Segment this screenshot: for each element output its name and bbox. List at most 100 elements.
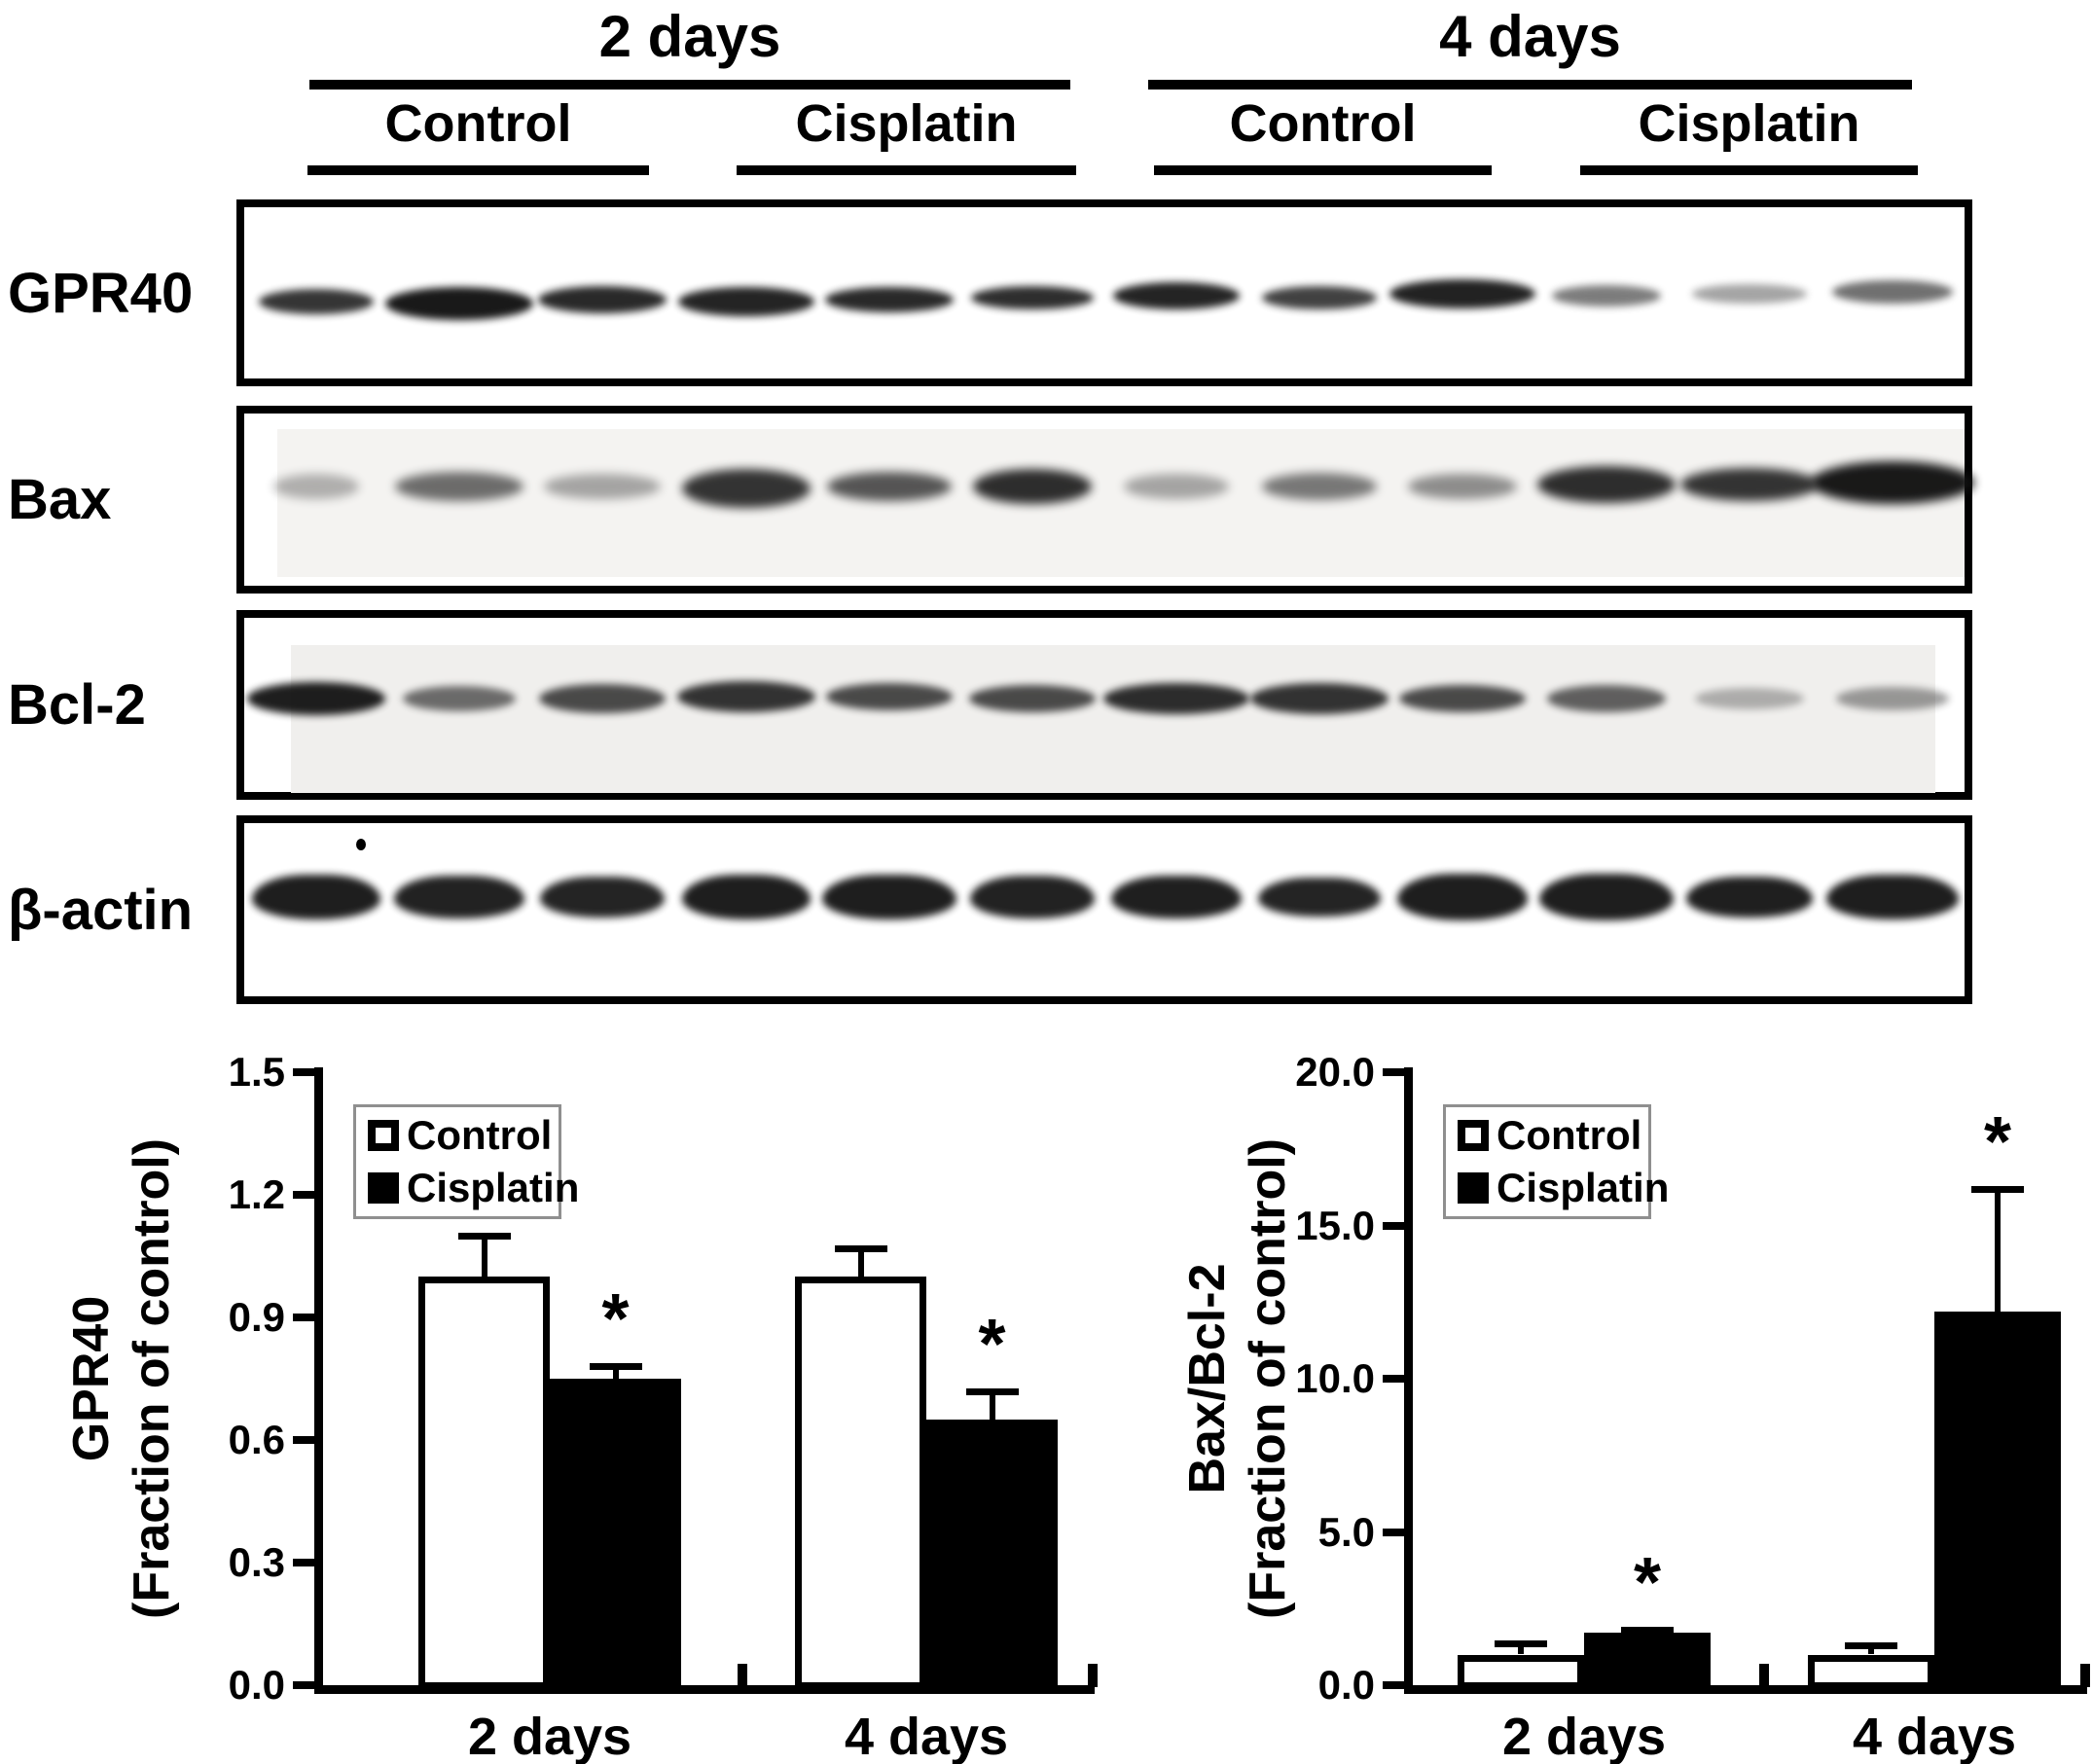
blot-panel-gpr40: [236, 199, 1972, 386]
blot-band: [971, 286, 1095, 309]
blot-band: [1536, 466, 1676, 503]
group-rule-2days: [309, 80, 1070, 90]
blot-band: [1250, 683, 1389, 714]
error-bar-cap: [1621, 1627, 1674, 1635]
x-category-label: 2 days: [1501, 1708, 1667, 1764]
blot-band: [540, 877, 666, 918]
blot-band: [1551, 285, 1661, 306]
left-legend-row-cisplatin: Cisplatin: [368, 1167, 579, 1209]
right-chart-y-axis-label-line1: Bax/Bcl-2: [1179, 1263, 1236, 1494]
blot-panel-bcl2: [236, 610, 1972, 800]
condition-rule-2days-cisplatin: [737, 165, 1076, 175]
condition-rule-4days-control: [1154, 165, 1492, 175]
blot-band: [973, 469, 1093, 504]
left-chart-y-axis: [314, 1067, 323, 1694]
y-tick-mark: [293, 1681, 318, 1689]
blot-band: [258, 289, 374, 314]
error-bar-whisker: [989, 1390, 995, 1420]
blot-film: [291, 645, 1935, 793]
significance-asterisk: *: [1983, 1102, 2012, 1181]
blot-row-label-bax: Bax: [8, 468, 112, 531]
y-tick-label: 1.5: [228, 1049, 285, 1095]
y-tick-label: 0.3: [228, 1539, 285, 1585]
error-bar-cap: [589, 1363, 642, 1371]
left-chart-y-axis-label-line1: GPR40: [63, 1295, 120, 1462]
left-legend-cisplatin-label: Cisplatin: [407, 1165, 580, 1210]
y-tick-mark: [1383, 1068, 1408, 1076]
blot-row-label-bcl2: Bcl-2: [8, 673, 146, 737]
bar-cisplatin-2days: [1584, 1633, 1711, 1689]
blot-panel-bax: [236, 406, 1975, 594]
condition-rule-4days-cisplatin: [1580, 165, 1918, 175]
blot-band: [538, 286, 667, 313]
blot-band: [539, 684, 667, 713]
x-axis-tick: [1759, 1664, 1769, 1687]
group-label-2days: 2 days: [598, 4, 781, 69]
bar-cisplatin-2days: [550, 1379, 681, 1689]
x-category-label: 4 days: [844, 1708, 1009, 1764]
right-chart-legend: Control Cisplatin: [1443, 1104, 1669, 1219]
blot-band: [681, 469, 811, 508]
blot-band: [1680, 468, 1819, 501]
significance-asterisk: *: [1633, 1544, 1662, 1623]
error-bar-whisker: [1995, 1188, 2001, 1312]
y-tick-label: 10.0: [1295, 1355, 1375, 1401]
blot-band: [395, 472, 523, 501]
blot-band: [827, 472, 952, 501]
blot-band: [822, 875, 956, 919]
condition-label-4days-cisplatin: Cisplatin: [1638, 94, 1860, 153]
y-tick-label: 0.0: [228, 1662, 285, 1708]
left-legend-row-control: Control: [368, 1114, 559, 1157]
right-legend-row-cisplatin: Cisplatin: [1458, 1167, 1669, 1209]
error-bar-whisker: [857, 1247, 864, 1277]
y-tick-mark: [293, 1559, 318, 1566]
right-chart-y-axis: [1404, 1067, 1413, 1694]
y-tick-mark: [1383, 1528, 1408, 1536]
blot-band: [1686, 877, 1813, 918]
bar-cisplatin-4days: [926, 1420, 1058, 1689]
error-bar-cap: [1845, 1642, 1897, 1650]
left-chart-x-axis: [314, 1685, 1095, 1694]
blot-row-label-gpr40: GPR40: [8, 261, 194, 325]
blot-band: [826, 683, 953, 710]
group-label-4days: 4 days: [1439, 4, 1621, 69]
right-legend-control-label: Control: [1497, 1112, 1642, 1158]
y-tick-label: 0.9: [228, 1294, 285, 1340]
blot-band: [1408, 474, 1518, 499]
x-category-label: 4 days: [1852, 1708, 2017, 1764]
blot-band: [677, 287, 814, 316]
cisplatin-swatch-icon: [368, 1172, 399, 1204]
x-category-label: 2 days: [467, 1708, 632, 1764]
blot-band: [403, 686, 516, 711]
blot-band: [1397, 874, 1529, 920]
blot-band: [969, 685, 1097, 712]
blot-band: [394, 876, 524, 918]
blot-band: [1110, 876, 1242, 918]
blot-band: [1258, 878, 1381, 917]
y-tick-mark: [293, 1314, 318, 1321]
condition-label-2days-cisplatin: Cisplatin: [795, 94, 1018, 153]
y-tick-mark: [1383, 1375, 1408, 1383]
error-bar-cap: [457, 1233, 511, 1240]
blot-band: [1399, 685, 1527, 712]
blot-band: [1826, 875, 1960, 919]
control-swatch-icon: [368, 1120, 399, 1151]
error-bar-whisker: [1518, 1643, 1524, 1655]
blot-band: [385, 287, 533, 320]
right-chart-x-axis: [1404, 1685, 2087, 1694]
significance-asterisk: *: [601, 1280, 630, 1359]
x-axis-tick: [738, 1664, 747, 1687]
blot-band: [970, 876, 1096, 918]
blot-band: [246, 682, 385, 715]
blot-band: [251, 875, 380, 919]
condition-label-4days-control: Control: [1229, 94, 1417, 153]
blot-band: [1112, 282, 1240, 309]
blot-row-label-bactin: β-actin: [8, 878, 194, 942]
error-bar-cap: [1971, 1185, 2024, 1193]
y-tick-mark: [293, 1191, 318, 1199]
x-axis-tick: [1088, 1664, 1098, 1687]
blot-band: [272, 474, 359, 499]
y-tick-label: 0.6: [228, 1417, 285, 1462]
blot-band: [681, 875, 811, 919]
y-tick-label: 15.0: [1295, 1202, 1375, 1248]
